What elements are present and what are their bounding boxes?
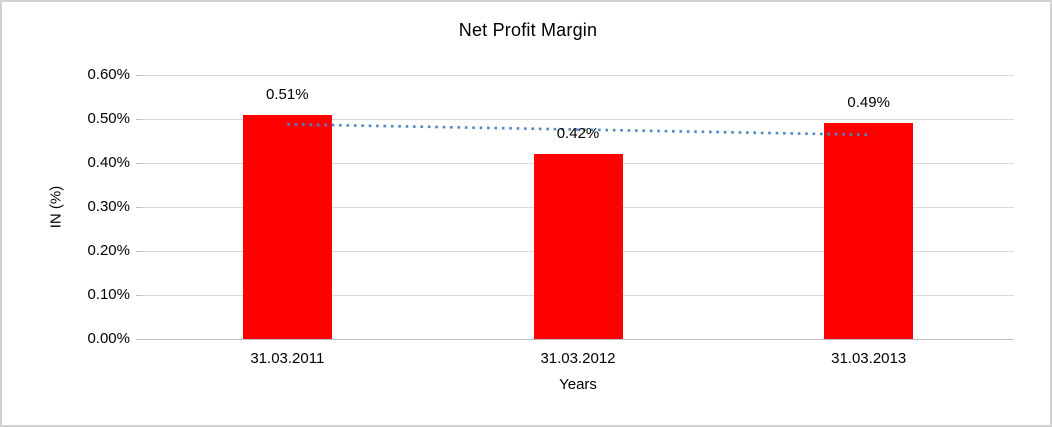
y-axis-tick-mark: [136, 162, 142, 164]
x-axis-title: Years: [559, 376, 597, 393]
y-axis-tick-mark: [136, 206, 142, 208]
y-tick-label: 0.50%: [87, 110, 130, 127]
y-axis-tick-mark: [136, 338, 142, 340]
bar: [824, 123, 914, 339]
chart-title: Net Profit Margin: [458, 20, 598, 40]
bar: [242, 114, 332, 339]
bar: [533, 154, 623, 339]
y-tick-label: 0.20%: [87, 242, 130, 259]
bar-value-label: 0.42%: [556, 125, 600, 143]
y-tick-label: 0.10%: [87, 286, 130, 303]
y-axis-tick-mark: [136, 118, 142, 120]
x-category-label: 31.03.2011: [250, 350, 325, 367]
gridline: [142, 118, 1014, 120]
x-category-label: 31.03.2012: [540, 350, 616, 367]
bar-value-label: 0.49%: [847, 94, 890, 112]
bar-value-label: 0.51%: [266, 85, 309, 103]
y-tick-label: 0.40%: [87, 154, 130, 171]
gridline: [142, 74, 1014, 76]
y-tick-label: 0.00%: [87, 330, 130, 347]
y-tick-label: 0.30%: [87, 198, 130, 215]
x-category-label: 31.03.2013: [831, 350, 907, 367]
y-axis-tick-mark: [136, 74, 142, 76]
x-axis-line: [142, 338, 1014, 340]
y-axis-tick-mark: [136, 294, 142, 296]
y-axis-tick-mark: [136, 250, 142, 252]
y-tick-label: 0.60%: [87, 66, 130, 83]
